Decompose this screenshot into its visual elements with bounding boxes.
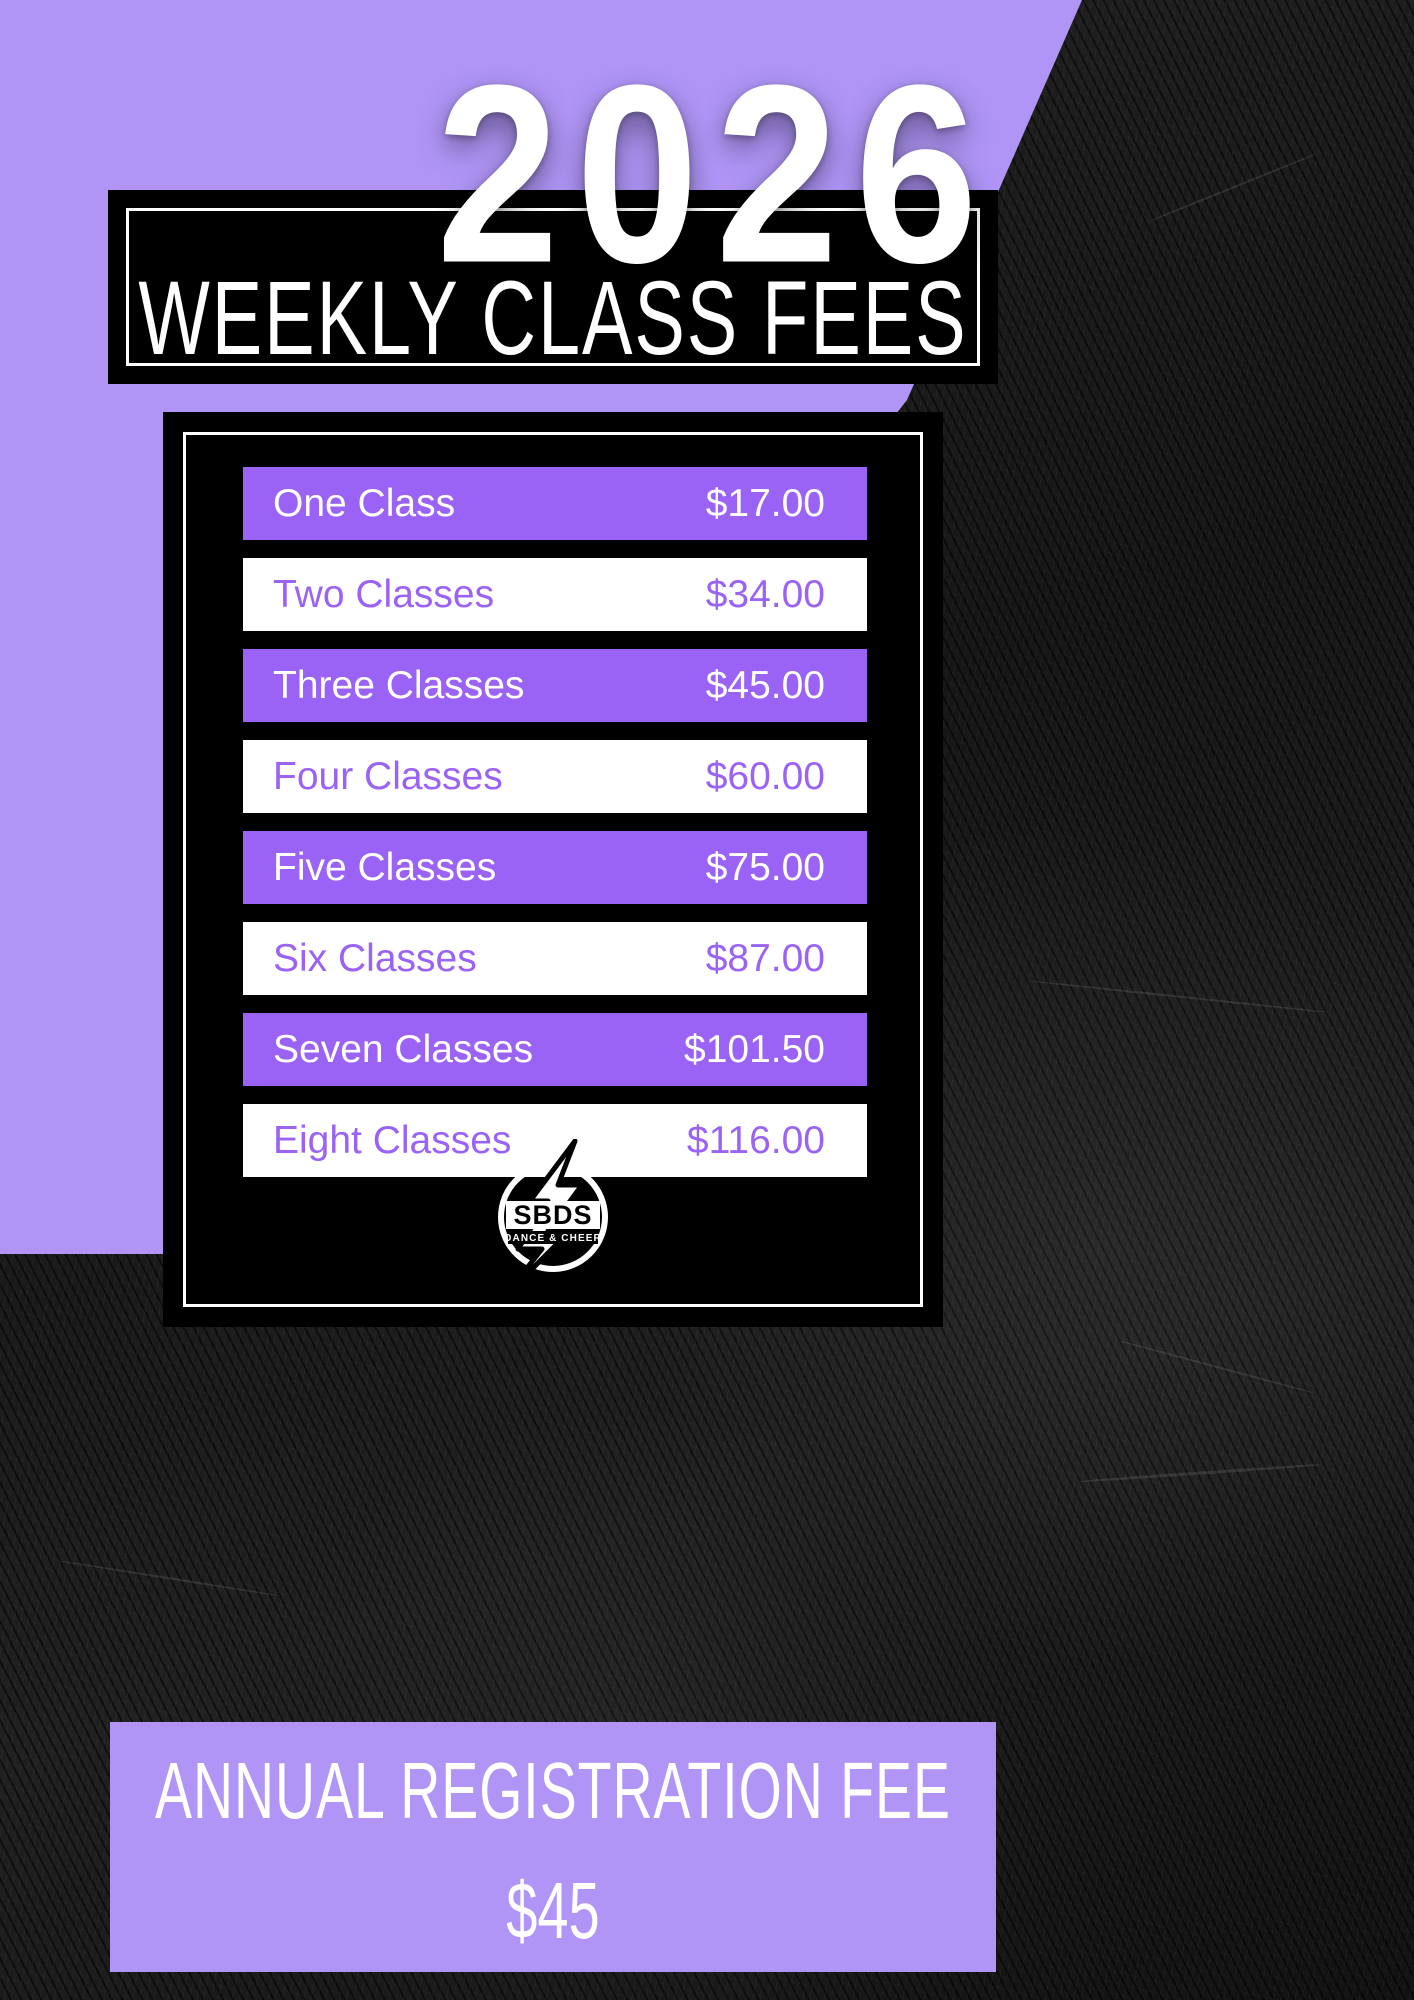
fee-label: Two Classes: [273, 573, 495, 616]
fee-label: Four Classes: [273, 755, 503, 798]
table-row: Five Classes $75.00: [243, 831, 867, 904]
fee-label: Eight Classes: [273, 1119, 512, 1162]
title-banner: [108, 190, 998, 384]
fee-price: $116.00: [686, 1119, 825, 1162]
fee-label: Three Classes: [273, 664, 525, 707]
fee-label: Seven Classes: [273, 1028, 534, 1071]
table-row: Six Classes $87.00: [243, 922, 867, 995]
fee-label: One Class: [273, 482, 456, 525]
registration-fee-title: ANNUAL REGISTRATION FEE: [155, 1745, 951, 1836]
sbds-lightning-bolt-circle-logo: SBDS DANCE & CHEER: [498, 1139, 608, 1299]
fee-price: $45.00: [705, 664, 825, 707]
fees-panel: One Class $17.00 Two Classes $34.00 Thre…: [163, 412, 943, 1327]
registration-fee-banner: ANNUAL REGISTRATION FEE $45: [110, 1722, 996, 1972]
fee-price: $60.00: [705, 755, 825, 798]
fee-label: Five Classes: [273, 846, 497, 889]
table-row: Three Classes $45.00: [243, 649, 867, 722]
brand-logo: SBDS DANCE & CHEER: [163, 1139, 943, 1299]
table-row: Two Classes $34.00: [243, 558, 867, 631]
table-row: One Class $17.00: [243, 467, 867, 540]
registration-fee-amount: $45: [506, 1865, 600, 1956]
fee-label: Six Classes: [273, 937, 477, 980]
fee-price: $75.00: [705, 846, 825, 889]
logo-tagline-text: DANCE & CHEER: [504, 1233, 602, 1244]
fee-price: $34.00: [705, 573, 825, 616]
logo-mark-text: SBDS: [513, 1200, 592, 1230]
table-row: Four Classes $60.00: [243, 740, 867, 813]
title-banner-inner-border: [126, 208, 980, 366]
fees-list: One Class $17.00 Two Classes $34.00 Thre…: [243, 467, 867, 1195]
fee-price: $87.00: [705, 937, 825, 980]
table-row: Seven Classes $101.50: [243, 1013, 867, 1086]
year-heading: 2026: [436, 33, 995, 317]
fee-price: $101.50: [684, 1028, 825, 1071]
fee-price: $17.00: [705, 482, 825, 525]
